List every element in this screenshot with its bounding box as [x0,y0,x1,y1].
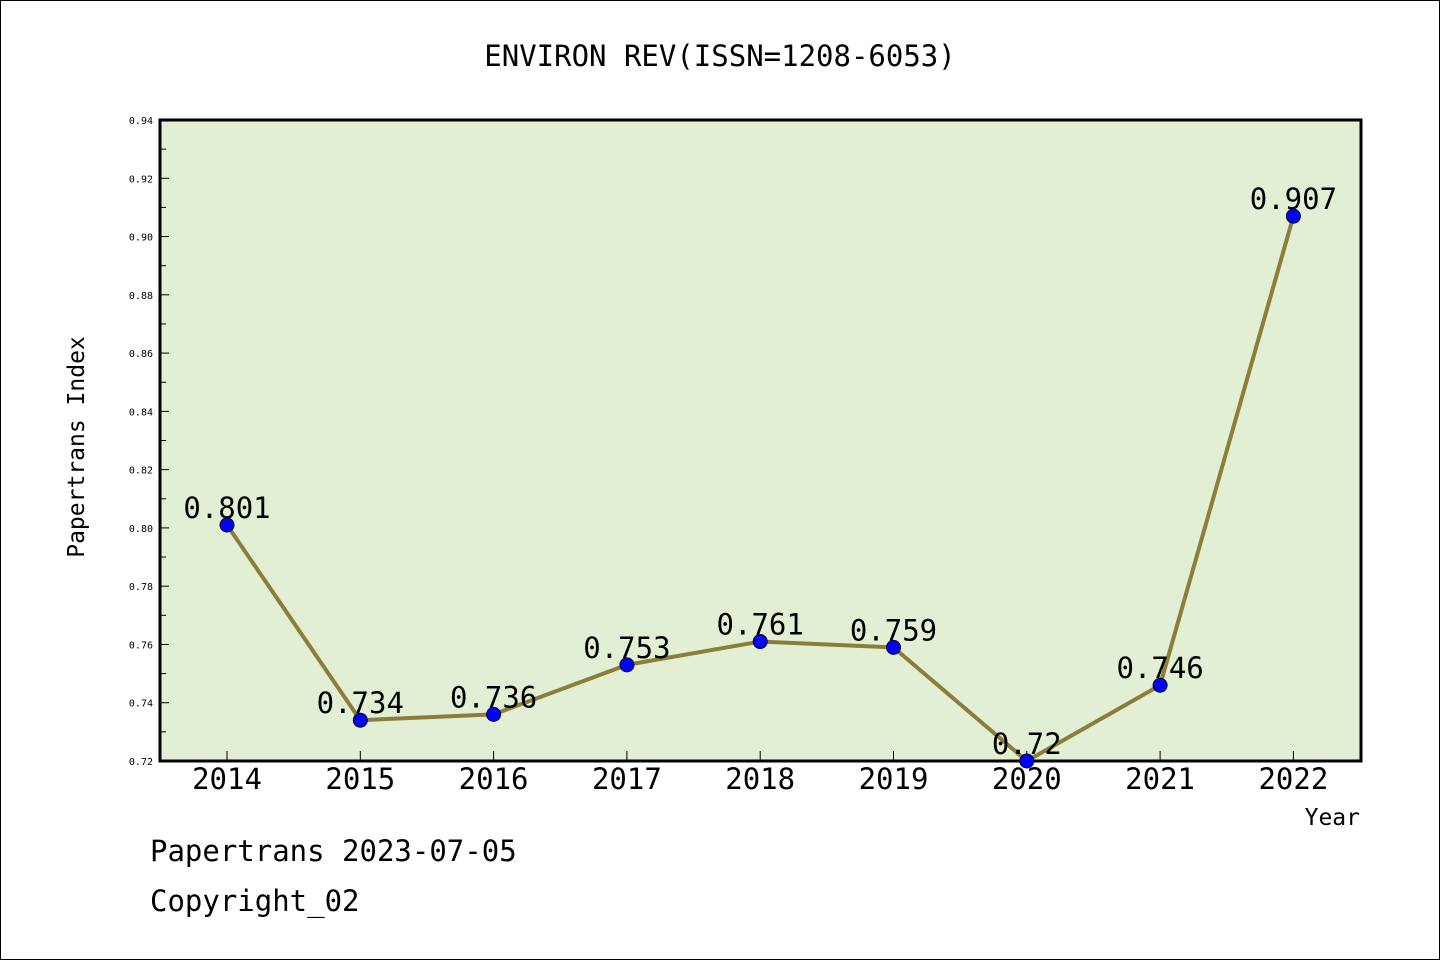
y-tick-label: 0.80 [129,524,153,535]
data-point [1152,677,1168,693]
y-tick-label: 0.92 [129,174,153,185]
x-tick-label: 2017 [592,762,662,796]
data-point [219,517,235,533]
data-label: 0.907 [1250,182,1337,216]
x-tick-label: 2021 [1125,762,1195,796]
y-tick-label: 0.82 [129,466,153,477]
data-label: 0.759 [850,613,937,647]
data-label: 0.72 [992,727,1062,761]
y-tick-label: 0.90 [129,233,153,244]
y-tick-label: 0.72 [129,757,153,768]
data-point [752,634,768,650]
x-tick-label: 2022 [1258,762,1328,796]
data-label: 0.801 [183,491,270,525]
x-tick-label: 2016 [459,762,529,796]
plot-area [158,118,1363,763]
data-label: 0.736 [450,680,537,714]
x-tick-label: 2015 [325,762,395,796]
data-label: 0.746 [1116,651,1203,685]
chart-title: ENVIRON REV(ISSN=1208-6053) [484,39,955,73]
series-layer [219,208,1301,769]
y-axis: 0.72 0.74 0.76 0.78 0.80 0.82 0.84 0.86 0.88 0.90… [129,116,169,768]
data-point [486,706,502,722]
data-point [1285,208,1301,224]
footer-copyright: Copyright_02 [150,884,360,918]
data-label: 0.761 [717,608,804,642]
data-label: 0.753 [583,631,670,665]
y-tick-label: 0.94 [129,116,153,127]
data-point [886,639,901,655]
x-tick-label: 2019 [859,762,929,796]
y-tick-label: 0.74 [129,699,153,710]
x-tick-label: 2014 [192,762,262,796]
data-point [352,712,368,728]
x-tick-label: 2018 [725,762,795,796]
data-label: 0.734 [317,686,404,720]
y-axis-label: Papertrans Index [64,336,90,558]
data-point [619,657,635,673]
footer-date: Papertrans 2023-07-05 [150,834,517,868]
y-tick-label: 0.84 [129,407,153,418]
x-axis-label: Year [1305,805,1360,831]
data-point [1019,753,1035,769]
y-tick-label: 0.76 [129,640,153,651]
x-axis: 2014 2015 2016 2017 2018 2019 2020 2021 2022 [192,751,1328,796]
data-labels: 0.801 0.734 0.736 0.753 0.761 0.759 0.72 0.746 0… [183,182,1337,761]
y-tick-label: 0.78 [129,582,153,593]
y-tick-label: 0.88 [129,291,153,302]
y-tick-label: 0.86 [129,349,153,360]
